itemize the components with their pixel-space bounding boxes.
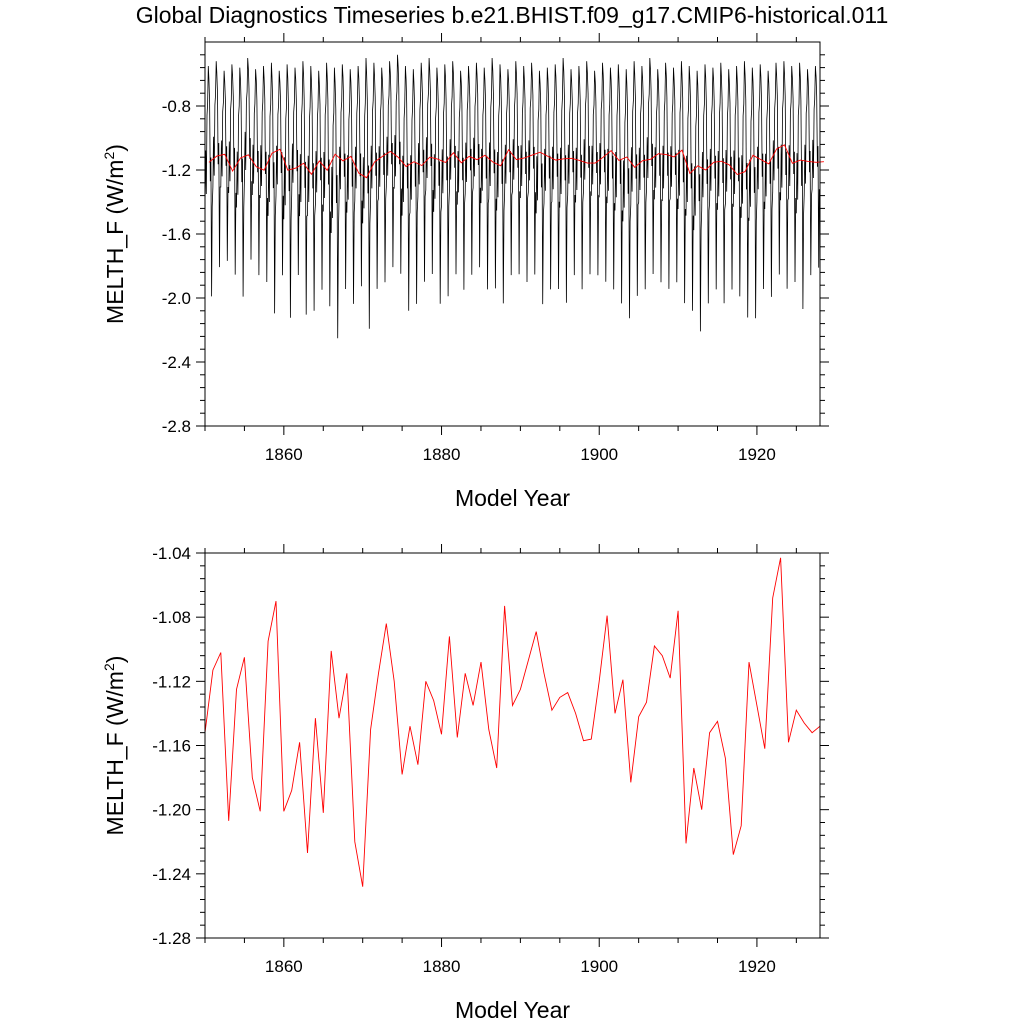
y-tick-label: -1.20 — [152, 801, 191, 820]
y-tick-label: -2.8 — [162, 417, 191, 436]
y-tick-label: -1.04 — [152, 544, 191, 563]
y-tick-label: -1.24 — [152, 865, 191, 884]
y-axis-label-close: ) — [102, 656, 128, 664]
y-tick-label: -1.08 — [152, 608, 191, 627]
x-tick-label: 1860 — [265, 957, 303, 976]
figure-title: Global Diagnostics Timeseries b.e21.BHIS… — [135, 2, 889, 28]
x-tick-label: 1900 — [580, 957, 618, 976]
x-tick-label: 1880 — [423, 445, 461, 464]
y-tick-label: -1.2 — [162, 161, 191, 180]
x-tick-label: 1860 — [265, 445, 303, 464]
y-axis-label: MELTH_F (W/m2) — [101, 656, 128, 836]
top-panel: 1860 1880 1900 1920 -2.8 -2.4 -2.0 -1.6 -1.2 -0.8… — [101, 33, 829, 511]
y-tick-label: -1.16 — [152, 737, 191, 756]
y-axis-label-superscript: 2 — [101, 663, 117, 671]
y-axis-label: MELTH_F (W/m2) — [101, 144, 128, 324]
y-tick-label: -1.28 — [152, 929, 191, 948]
x-axis-label: Model Year — [455, 485, 570, 511]
annual-mean-series-line — [208, 144, 824, 179]
y-tick-label: -1.6 — [162, 225, 191, 244]
y-axis-label-close: ) — [102, 144, 128, 152]
x-tick-label: 1900 — [580, 445, 618, 464]
y-tick-label: -2.4 — [162, 353, 191, 372]
y-tick-label: -0.8 — [162, 97, 191, 116]
y-tick-label: -1.12 — [152, 672, 191, 691]
x-tick-label: 1920 — [738, 957, 776, 976]
y-axis-label-main: MELTH_F (W/m — [102, 671, 128, 835]
monthly-series-line — [204, 54, 820, 339]
x-tick-label: 1880 — [423, 957, 461, 976]
x-axis-label: Model Year — [455, 997, 570, 1023]
annual-mean-series-line — [204, 557, 821, 887]
bottom-panel: 1860 1880 1900 1920 -1.28 -1.24 -1.20 -1.16 -1.1… — [101, 544, 829, 1023]
plot-frame — [204, 552, 821, 939]
x-tick-label: 1920 — [738, 445, 776, 464]
y-axis-label-superscript: 2 — [101, 152, 117, 160]
y-axis-label-main: MELTH_F (W/m — [102, 160, 128, 324]
y-tick-label: -2.0 — [162, 289, 191, 308]
